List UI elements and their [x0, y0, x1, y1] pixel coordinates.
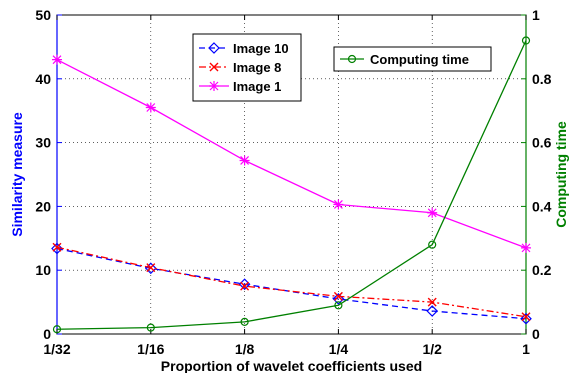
- x-tick-label: 1/4: [329, 341, 349, 357]
- data-point: [334, 301, 343, 310]
- data-point: [239, 155, 250, 166]
- data-point: [521, 36, 531, 45]
- data-point: [333, 199, 344, 210]
- legend-swatch-marker: [209, 81, 219, 91]
- y-right-axis-title: Computing time: [553, 121, 569, 228]
- y-left-axis-title: Similarity measure: [9, 112, 25, 237]
- y-left-tick-label: 30: [35, 135, 51, 151]
- y-right-tick-label: 0.2: [532, 262, 552, 278]
- data-point: [52, 54, 62, 65]
- series-line: [56, 40, 527, 330]
- x-tick-label: 1/2: [422, 341, 442, 357]
- legend-label: Computing time: [370, 52, 469, 67]
- y-right-tick-label: 0.8: [532, 71, 552, 87]
- series-image-1: [52, 54, 531, 253]
- data-point: [427, 207, 438, 218]
- data-point: [428, 240, 437, 249]
- data-point: [52, 325, 62, 334]
- legend-label: Image 10: [233, 41, 289, 56]
- series-line: [56, 246, 527, 318]
- series-image-8: [52, 242, 531, 322]
- legend-images: Image 10 Image 8 Image 1: [192, 33, 302, 102]
- legend-swatch-marker: [209, 62, 219, 72]
- y-left-tick-label: 40: [35, 71, 51, 87]
- data-point: [146, 323, 155, 332]
- legend-computing-time: Computing time: [333, 46, 492, 72]
- x-tick-label: 1: [522, 341, 530, 357]
- data-point: [520, 312, 532, 325]
- y-right-tick-label: 1: [532, 7, 540, 23]
- y-left-tick-label: 10: [35, 262, 51, 278]
- legend-swatch-marker: [208, 42, 220, 54]
- legend-label: Image 8: [233, 60, 281, 75]
- data-point: [521, 312, 531, 322]
- data-point: [521, 242, 531, 253]
- data-point: [51, 242, 63, 255]
- x-tick-label: 1/16: [137, 341, 164, 357]
- data-point: [426, 305, 439, 317]
- series-line: [56, 59, 527, 249]
- data-point: [145, 102, 156, 113]
- legend-swatch-marker: [347, 54, 357, 64]
- y-left-tick-label: 0: [43, 326, 51, 342]
- data-point: [240, 317, 249, 326]
- data-point: [240, 281, 250, 291]
- series-computing-time: [52, 36, 531, 334]
- y-left-tick-label: 20: [35, 198, 51, 214]
- data-point: [146, 263, 156, 273]
- y-right-tick-label: 0.6: [532, 135, 552, 151]
- legend-label: Image 1: [233, 79, 281, 94]
- data-point: [427, 297, 437, 307]
- x-tick-label: 1/8: [235, 341, 255, 357]
- y-left-tick-label: 50: [35, 7, 51, 23]
- data-point: [333, 291, 343, 301]
- y-right-tick-label: 0.4: [532, 198, 552, 214]
- data-point: [332, 293, 345, 305]
- data-point: [52, 242, 62, 252]
- y-right-tick-label: 0: [532, 326, 540, 342]
- x-axis-title: Proportion of wavelet coefficients used: [161, 358, 422, 373]
- x-tick-label: 1/32: [43, 341, 70, 357]
